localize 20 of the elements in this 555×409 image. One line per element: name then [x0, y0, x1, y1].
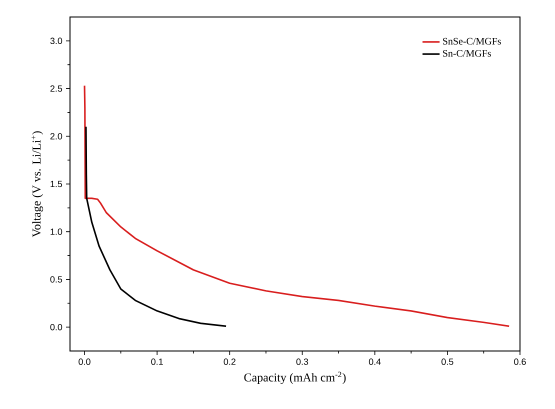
x-tick-label: 0.4	[368, 358, 381, 365]
y-tick-label: 0.5	[50, 276, 62, 283]
x-tick-label: 0.3	[296, 358, 308, 365]
legend-label: SnSe-C/MGFs	[443, 38, 501, 45]
x-tick-label: 0.0	[78, 358, 90, 365]
y-tick-label: 0.0	[50, 324, 62, 330]
x-tick-label: 0.6	[514, 358, 526, 365]
y-tick-label: 2.5	[50, 85, 62, 92]
y-tick-label: 2.0	[50, 133, 62, 140]
y-tick-label: 3.0	[50, 38, 62, 44]
y-axis-title: Voltage (V vs. Li/Li$^{+}$)	[32, 131, 44, 238]
line-series	[84, 84, 510, 327]
x-tick-label: 0.5	[442, 358, 454, 365]
line-series	[85, 126, 227, 327]
x-tick-label: 0.2	[224, 358, 236, 365]
legend-label: Sn-C/MGFs	[443, 50, 491, 57]
x-axis-title: Capacity (mAh cm$^{-2}$)	[244, 372, 346, 384]
y-tick-label: 1.0	[50, 228, 62, 235]
y-tick-label: 1.5	[50, 180, 62, 188]
x-tick-label: 0.1	[151, 358, 163, 365]
